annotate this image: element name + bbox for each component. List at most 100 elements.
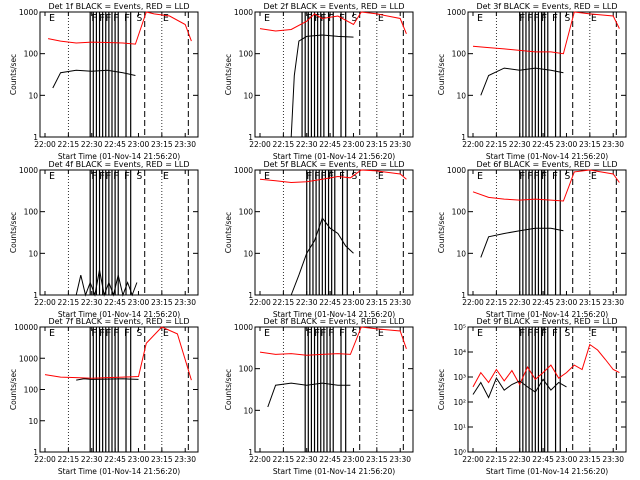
panel-7-flag-5: F [124, 328, 130, 339]
panel-5-flag-2: F [314, 171, 320, 182]
panel-8-y-tick-label-0: 1 [248, 448, 253, 457]
panel-8-flag-6: S [351, 328, 357, 339]
panel-9-x-tick-label-0: 22:00 [462, 455, 484, 464]
panel-7-frame [39, 326, 199, 453]
panel-7-y-tick-label-3: 1000 [19, 354, 38, 363]
panel-6-x-tick-label-3: 22:45 [532, 298, 554, 307]
panel-5-y-tick-label-0: 1 [248, 291, 253, 300]
panel-2-title: Det 2f BLACK = Events, RED = LLD [263, 2, 404, 11]
panel-9-y-tick-label-1: 10¹ [453, 423, 466, 432]
panel-5-x-tick-label-1: 22:15 [273, 298, 295, 307]
panel-8-flag-4: F [328, 328, 334, 339]
panel-6-flag-5: F [552, 171, 558, 182]
panel-3-flag-3: F [533, 13, 539, 24]
panel-6-series-1-line [480, 227, 564, 258]
panel-2-x-tick-label-0: 22:00 [249, 140, 271, 149]
panel-3-flag-2: F [527, 13, 533, 24]
panel-8-frame [254, 326, 414, 453]
panel-2-xlabel: Start Time (01-Nov-14 21:56:20) [273, 152, 395, 161]
panel-6-flag-6: S [564, 171, 570, 182]
panel-9-x-tick-label-6: 23:30 [602, 455, 624, 464]
panel-9-flag-6: S [564, 328, 570, 339]
panel-8-flag-0: E [264, 328, 270, 339]
panel-6-flag-4: F [541, 171, 547, 182]
panel-6-xlabel: Start Time (01-Nov-14 21:56:20) [486, 310, 608, 319]
panel-5-flag-7: E [378, 171, 384, 182]
panel-8-flag-7: E [378, 328, 384, 339]
panel-4-y-tick-label-0: 1 [33, 291, 38, 300]
panel-3-x-tick-label-3: 22:45 [532, 140, 554, 149]
panel-2-flag-7: E [378, 13, 384, 24]
panel-2-y-tick-label-1: 10 [243, 91, 253, 100]
panel-3-y-tick-label-0: 1 [461, 133, 466, 142]
panel-9-y-tick-label-5: 10⁵ [453, 323, 466, 332]
panel-2-flag-4: F [328, 13, 334, 24]
panel-1-x-tick-label-2: 22:30 [81, 140, 103, 149]
panel-3-frame [467, 11, 627, 138]
panel-2-series-1-line [290, 34, 354, 138]
panel-5-x-tick-label-2: 22:30 [296, 298, 318, 307]
panel-9-x-tick-label-2: 22:30 [509, 455, 531, 464]
panel-5-y-tick-label-1: 10 [243, 249, 253, 258]
panel-6-x-tick-label-1: 22:15 [486, 298, 508, 307]
panel-5-series-0-line [259, 169, 407, 184]
panel-7-flag-0: E [49, 328, 55, 339]
panel-1-y-tick-label-1: 10 [28, 91, 38, 100]
panel-8-xlabel: Start Time (01-Nov-14 21:56:20) [273, 467, 395, 476]
panel-6-flag-2: F [527, 171, 533, 182]
panel-5-x-tick-label-0: 22:00 [249, 298, 271, 307]
panel-1-flag-6: S [136, 13, 142, 24]
panel-6-series-0-line [472, 169, 620, 202]
panel-4-x-tick-label-3: 22:45 [104, 298, 126, 307]
panel-5-flag-3: F [320, 171, 326, 182]
panel-1-x-tick-label-4: 23:00 [128, 140, 150, 149]
panel-2-frame [254, 11, 414, 138]
panel-5-series-1-line [290, 217, 354, 296]
panel-7-flag-2: F [99, 328, 105, 339]
panel-9-flag-4: F [541, 328, 547, 339]
panel-4-xlabel: Start Time (01-Nov-14 21:56:20) [58, 310, 180, 319]
panel-2-flag-2: F [314, 13, 320, 24]
panel-6-ylabel: Counts/sec [437, 212, 446, 253]
panel-9-xlabel: Start Time (01-Nov-14 21:56:20) [486, 467, 608, 476]
panel-2-x-tick-label-1: 22:15 [273, 140, 295, 149]
panel-9-y-tick-label-2: 10² [453, 398, 466, 407]
panel-1-y-tick-label-2: 100 [24, 50, 39, 59]
panel-5-flag-1: F [306, 171, 312, 182]
panel-5-x-tick-label-6: 23:30 [389, 298, 411, 307]
panel-7-x-tick-label-4: 23:00 [128, 455, 150, 464]
panel-1-flag-2: F [99, 13, 105, 24]
panel-4-flag-1: F [91, 171, 97, 182]
panel-5-flag-4: F [328, 171, 334, 182]
panel-8-series-0-line [259, 326, 407, 356]
panel-6-flag-3: F [533, 171, 539, 182]
panel-9-series-1-line [472, 377, 567, 399]
panel-9-ylabel: Counts/sec [437, 369, 446, 410]
panel-6-title: Det 6f BLACK = Events, RED = LLD [476, 160, 617, 169]
panel-1-x-tick-label-0: 22:00 [34, 140, 56, 149]
panel-3-x-tick-label-1: 22:15 [486, 140, 508, 149]
panel-9-x-tick-label-5: 23:15 [579, 455, 601, 464]
panel-1-flag-4: F [113, 13, 119, 24]
panel-3-x-tick-label-6: 23:30 [602, 140, 624, 149]
panel-3-flag-7: E [591, 13, 597, 24]
panel-3-x-tick-label-2: 22:30 [509, 140, 531, 149]
panel-1-frame [39, 11, 199, 138]
panel-6-x-tick-label-2: 22:30 [509, 298, 531, 307]
panel-4-flag-4: F [113, 171, 119, 182]
panel-9-y-tick-label-0: 10⁰ [453, 448, 466, 457]
panel-9-y-tick-label-3: 10³ [453, 373, 466, 382]
panel-3-x-tick-label-0: 22:00 [462, 140, 484, 149]
panel-3-flag-4: F [541, 13, 547, 24]
panel-7-x-tick-label-1: 22:15 [58, 455, 80, 464]
panel-3-flag-1: F [519, 13, 525, 24]
panel-9-x-tick-label-1: 22:15 [486, 455, 508, 464]
panel-1-x-tick-label-5: 23:15 [151, 140, 173, 149]
panel-9-flag-1: F [519, 328, 525, 339]
panel-1-x-tick-label-1: 22:15 [58, 140, 80, 149]
panel-7-flag-3: F [105, 328, 111, 339]
panel-8-x-tick-label-6: 23:30 [389, 455, 411, 464]
panel-2-y-tick-label-3: 1000 [234, 8, 253, 17]
panel-6-y-tick-label-1: 10 [456, 249, 466, 258]
